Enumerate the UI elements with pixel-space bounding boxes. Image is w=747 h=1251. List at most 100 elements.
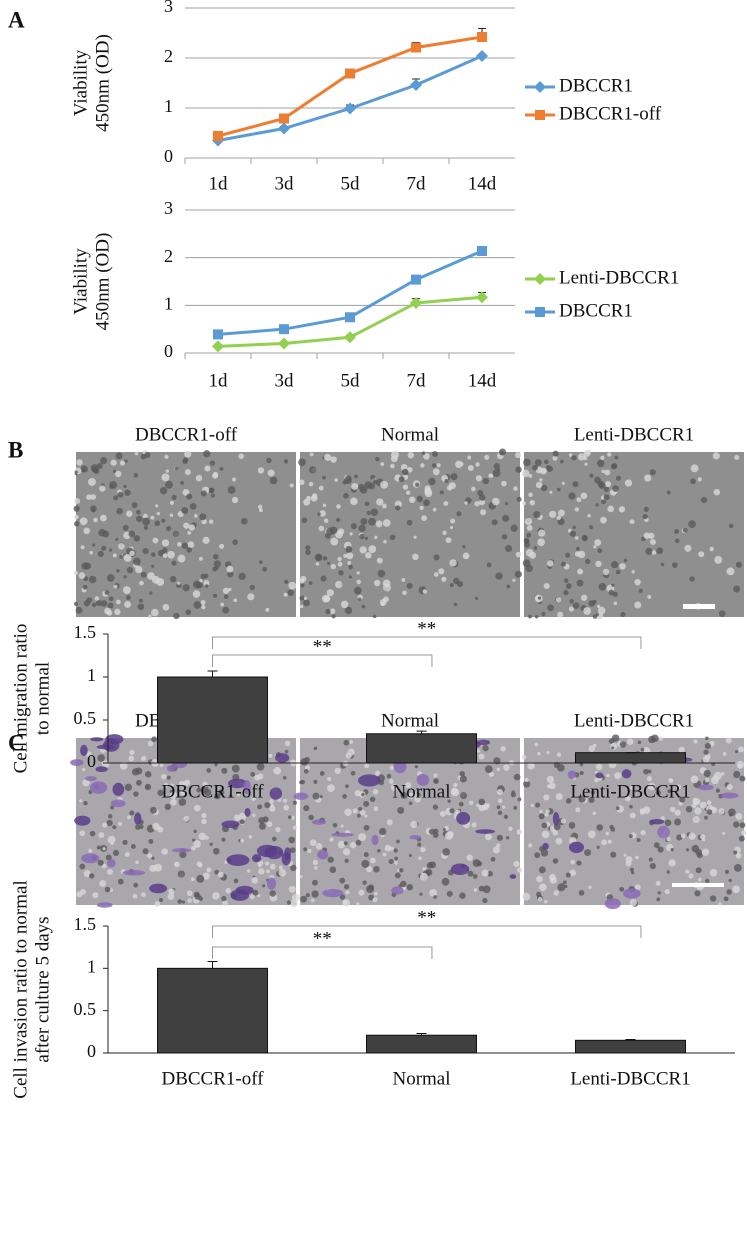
stain [235,885,254,895]
cell [583,450,591,457]
cell [664,888,670,895]
cell [319,771,325,776]
cell [482,897,488,904]
x-tick-label: 1d [209,370,229,391]
cell [629,812,636,819]
marker [410,296,422,309]
cell [561,481,565,485]
cell [497,810,503,816]
cell [474,596,479,601]
cell [177,541,182,547]
cell [91,602,97,608]
cell [568,606,575,612]
cell [289,847,296,854]
cell [422,867,426,871]
cell [115,470,122,478]
cell [704,777,710,783]
cell [529,551,537,559]
cell [79,863,86,870]
cell [379,827,387,836]
cell [675,538,680,544]
cell [372,788,379,795]
cell [576,579,584,587]
cell [131,502,138,509]
cell [373,579,381,587]
y-tick-label: 1 [164,293,173,313]
cell [445,537,452,544]
cell [213,560,221,568]
cell [358,524,366,532]
cell [514,570,522,578]
cell [150,806,157,814]
cell [450,518,456,524]
cell [634,601,642,609]
cell [535,481,543,489]
micrograph [73,450,297,620]
cell [695,848,702,856]
cell [476,803,480,808]
cell [565,872,571,878]
cell [193,829,197,834]
cell [177,554,186,563]
cell [415,482,420,487]
cell [284,740,291,747]
cell [275,827,281,833]
cell [128,755,135,762]
cell [303,847,308,852]
cell [257,863,262,868]
cell [522,892,531,901]
cell [139,580,144,586]
cell [522,501,527,506]
cell [442,530,447,535]
cell [370,474,376,480]
cell [162,603,170,611]
cell [450,473,458,481]
cell [258,822,266,830]
cell [299,578,305,584]
cell [601,839,607,846]
cell [585,558,591,565]
cell [292,825,297,830]
cell [406,519,413,526]
cell [528,843,533,848]
cell [168,888,175,895]
cell [305,545,311,551]
cell [595,560,602,568]
cell [74,498,81,504]
cell [100,514,107,522]
cell [485,803,490,808]
cell [459,770,465,777]
cell [592,614,598,619]
cell [423,453,430,460]
cell [724,869,730,874]
cell [83,870,91,878]
cell [112,849,120,856]
cell [478,798,486,806]
cell [76,891,83,898]
cell [303,805,310,812]
cell [122,524,129,531]
cell [299,604,304,609]
cell [668,859,676,867]
cell [231,496,239,504]
x-tick-label: Normal [392,1068,450,1089]
cell [161,773,167,780]
image-background [524,452,744,617]
cell [610,827,616,832]
cell [327,784,335,793]
cell [359,533,365,540]
cell [232,477,237,482]
cell [373,866,380,873]
cell [733,850,738,855]
cell [130,844,136,849]
cell [159,763,164,767]
cell [416,495,424,503]
cell [288,885,296,893]
cell [145,771,152,778]
cell [412,553,419,561]
cell [358,889,365,896]
cell [407,792,414,799]
cell [199,579,203,583]
cell [686,848,690,852]
cell [170,783,174,788]
